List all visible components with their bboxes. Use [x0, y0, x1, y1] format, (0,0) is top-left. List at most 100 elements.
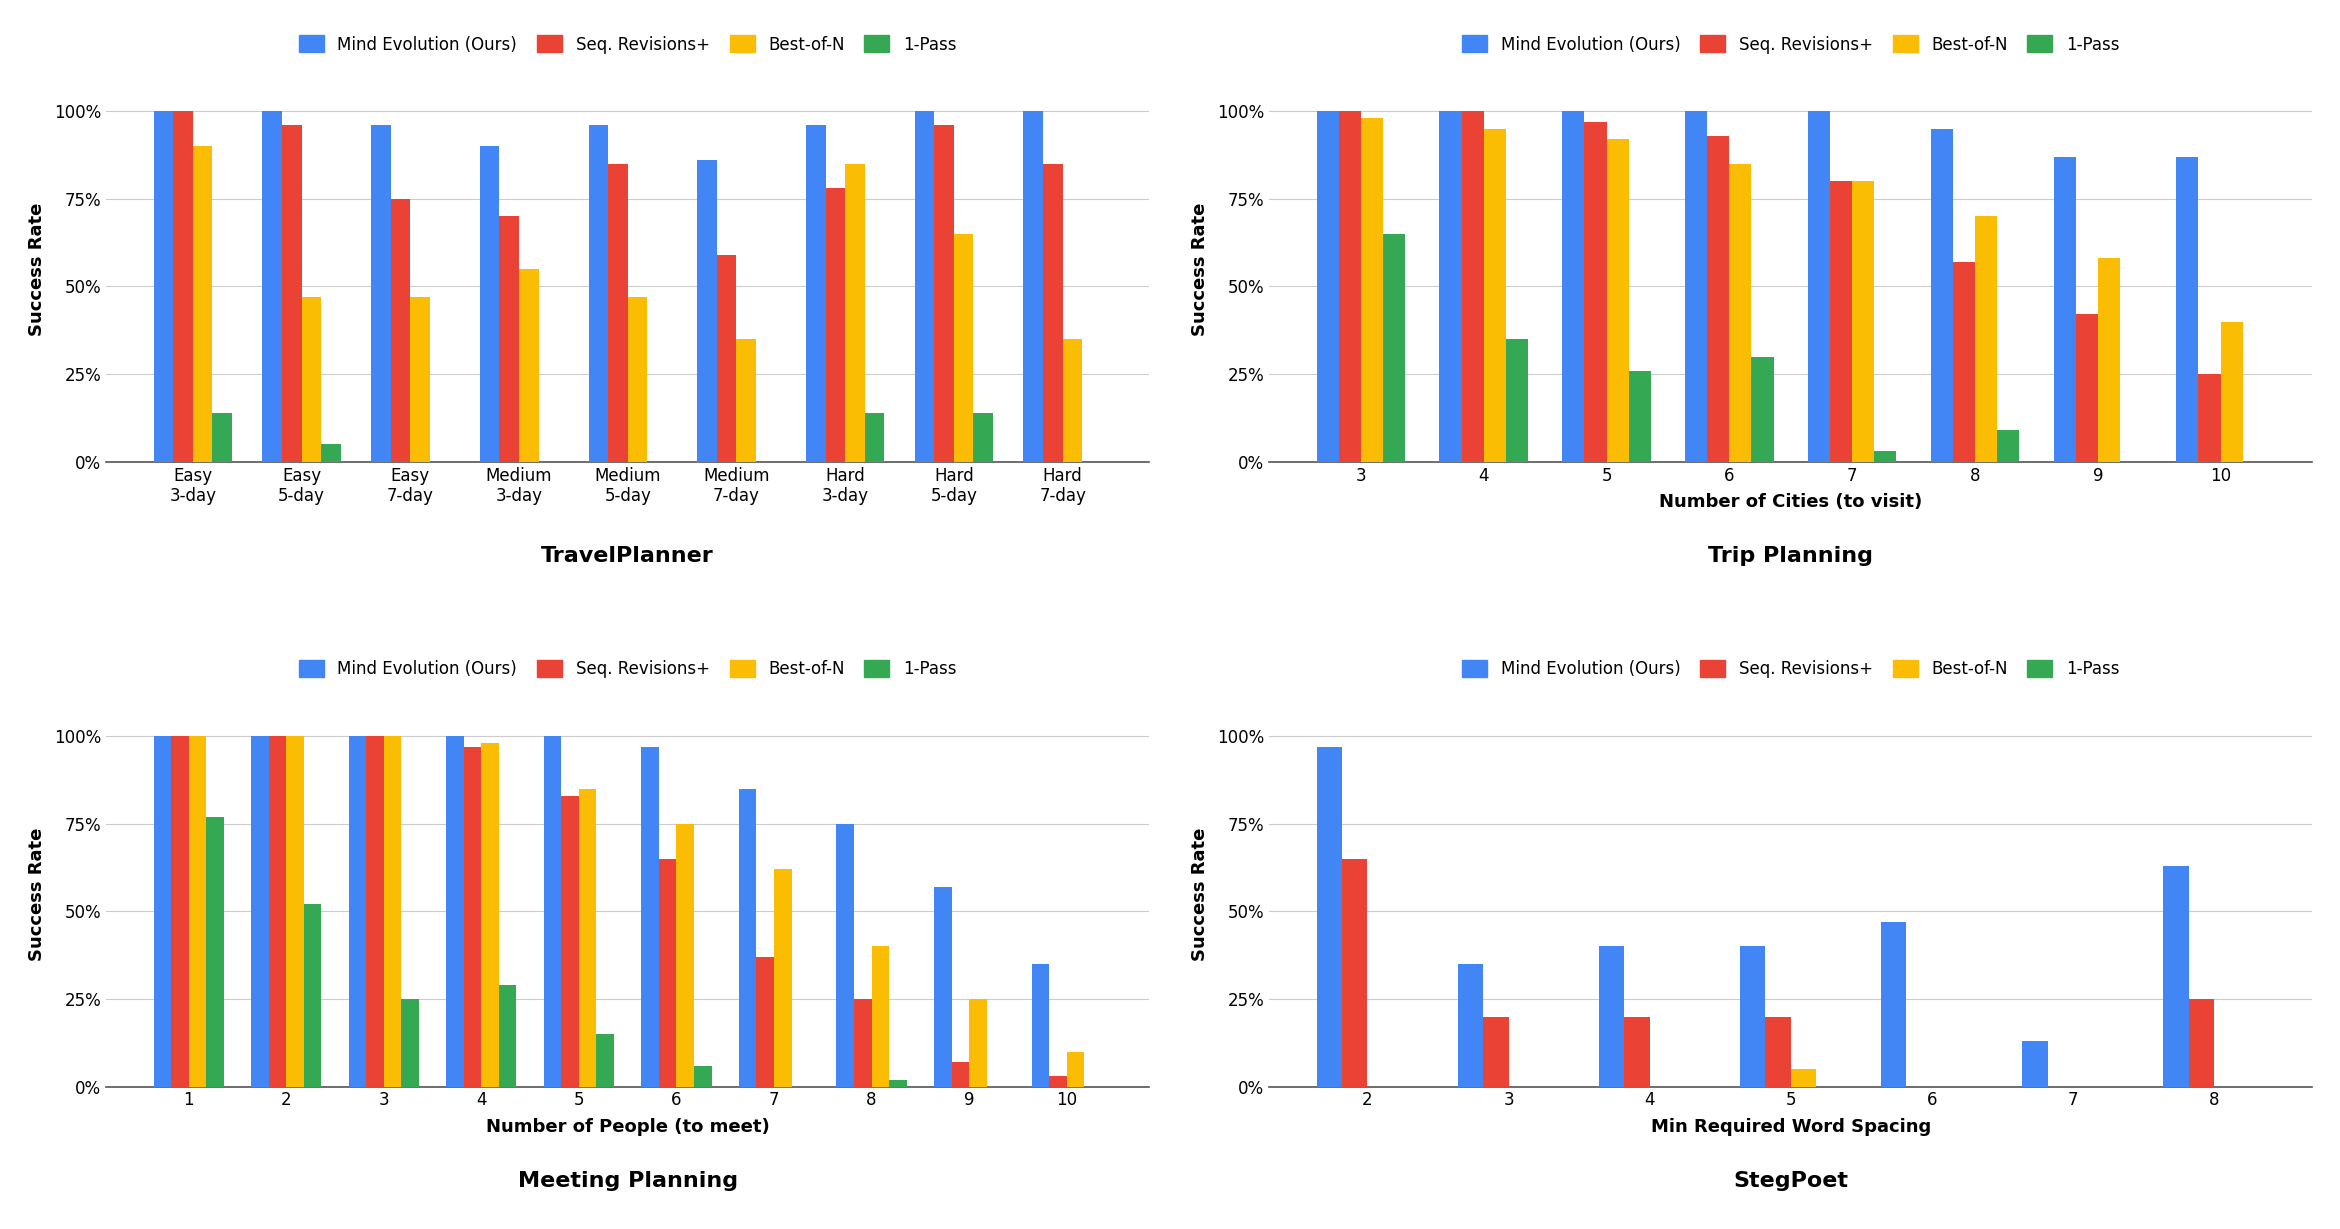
- Bar: [915, 112, 934, 462]
- Bar: [1608, 139, 1629, 462]
- Y-axis label: Success Rate: Success Rate: [28, 827, 47, 961]
- Bar: [262, 112, 281, 462]
- Bar: [835, 823, 854, 1086]
- Bar: [1996, 430, 2019, 462]
- Bar: [285, 736, 304, 1086]
- Bar: [1624, 1016, 1650, 1086]
- Bar: [2200, 374, 2221, 462]
- Bar: [1067, 1052, 1083, 1086]
- Bar: [845, 163, 866, 462]
- Y-axis label: Success Rate: Success Rate: [28, 203, 47, 336]
- Bar: [281, 125, 302, 462]
- Text: Trip Planning: Trip Planning: [1708, 547, 1874, 567]
- Bar: [1343, 859, 1367, 1086]
- Bar: [2188, 999, 2214, 1086]
- Bar: [578, 789, 597, 1086]
- Bar: [889, 1079, 906, 1086]
- Bar: [2022, 1041, 2048, 1086]
- Bar: [1439, 112, 1462, 462]
- Bar: [695, 1066, 711, 1086]
- Bar: [1584, 122, 1608, 462]
- Bar: [934, 887, 952, 1086]
- Bar: [192, 146, 213, 462]
- Bar: [2076, 315, 2097, 462]
- Y-axis label: Success Rate: Success Rate: [1191, 827, 1210, 961]
- Bar: [562, 795, 578, 1086]
- Bar: [384, 736, 402, 1086]
- Bar: [173, 112, 192, 462]
- Bar: [171, 736, 190, 1086]
- Bar: [1484, 129, 1507, 462]
- Bar: [2221, 322, 2242, 462]
- Bar: [1458, 964, 1484, 1086]
- Bar: [1338, 112, 1362, 462]
- Bar: [213, 413, 232, 462]
- Legend: Mind Evolution (Ours), Seq. Revisions+, Best-of-N, 1-Pass: Mind Evolution (Ours), Seq. Revisions+, …: [292, 654, 962, 685]
- Bar: [1830, 182, 1853, 462]
- Bar: [1507, 339, 1528, 462]
- Bar: [304, 905, 321, 1086]
- Bar: [1383, 234, 1404, 462]
- Bar: [482, 744, 498, 1086]
- Bar: [934, 125, 955, 462]
- Bar: [660, 859, 676, 1086]
- Bar: [1023, 112, 1044, 462]
- Bar: [1930, 129, 1954, 462]
- Bar: [410, 297, 431, 462]
- Bar: [1629, 371, 1650, 462]
- Bar: [866, 413, 885, 462]
- Bar: [2176, 157, 2200, 462]
- Bar: [372, 125, 391, 462]
- Bar: [739, 789, 756, 1086]
- X-axis label: Number of People (to meet): Number of People (to meet): [487, 1118, 770, 1136]
- Bar: [1853, 182, 1874, 462]
- Bar: [716, 254, 737, 462]
- Bar: [973, 413, 992, 462]
- X-axis label: Number of Cities (to visit): Number of Cities (to visit): [1659, 493, 1923, 511]
- Bar: [697, 160, 716, 462]
- Bar: [969, 999, 987, 1086]
- Bar: [627, 297, 648, 462]
- Bar: [321, 444, 342, 462]
- Bar: [1954, 262, 1975, 462]
- Bar: [737, 339, 756, 462]
- Bar: [826, 188, 845, 462]
- Bar: [1741, 946, 1764, 1086]
- Bar: [1462, 112, 1484, 462]
- Bar: [597, 1034, 613, 1086]
- Bar: [1062, 339, 1081, 462]
- Bar: [1750, 356, 1774, 462]
- Bar: [1975, 216, 1996, 462]
- Bar: [1685, 112, 1708, 462]
- Bar: [206, 817, 225, 1086]
- Bar: [1317, 112, 1338, 462]
- Bar: [349, 736, 367, 1086]
- Bar: [1790, 1069, 1816, 1086]
- Bar: [190, 736, 206, 1086]
- Bar: [302, 297, 321, 462]
- Bar: [608, 163, 627, 462]
- Bar: [1809, 112, 1830, 462]
- Bar: [1764, 1016, 1790, 1086]
- Bar: [1048, 1077, 1067, 1086]
- Legend: Mind Evolution (Ours), Seq. Revisions+, Best-of-N, 1-Pass: Mind Evolution (Ours), Seq. Revisions+, …: [292, 28, 962, 60]
- Bar: [854, 999, 870, 1086]
- Legend: Mind Evolution (Ours), Seq. Revisions+, Best-of-N, 1-Pass: Mind Evolution (Ours), Seq. Revisions+, …: [1455, 28, 2127, 60]
- Bar: [775, 869, 791, 1086]
- Bar: [756, 957, 775, 1086]
- Bar: [1362, 118, 1383, 462]
- Bar: [590, 125, 608, 462]
- Bar: [1032, 964, 1048, 1086]
- Bar: [447, 736, 463, 1086]
- Bar: [154, 112, 173, 462]
- Text: TravelPlanner: TravelPlanner: [541, 547, 714, 567]
- Bar: [952, 1062, 969, 1086]
- Bar: [2162, 865, 2188, 1086]
- Bar: [1881, 922, 1907, 1086]
- Bar: [367, 736, 384, 1086]
- Bar: [1044, 163, 1062, 462]
- Bar: [805, 125, 826, 462]
- Bar: [1598, 946, 1624, 1086]
- Bar: [641, 747, 660, 1086]
- Bar: [1729, 163, 1750, 462]
